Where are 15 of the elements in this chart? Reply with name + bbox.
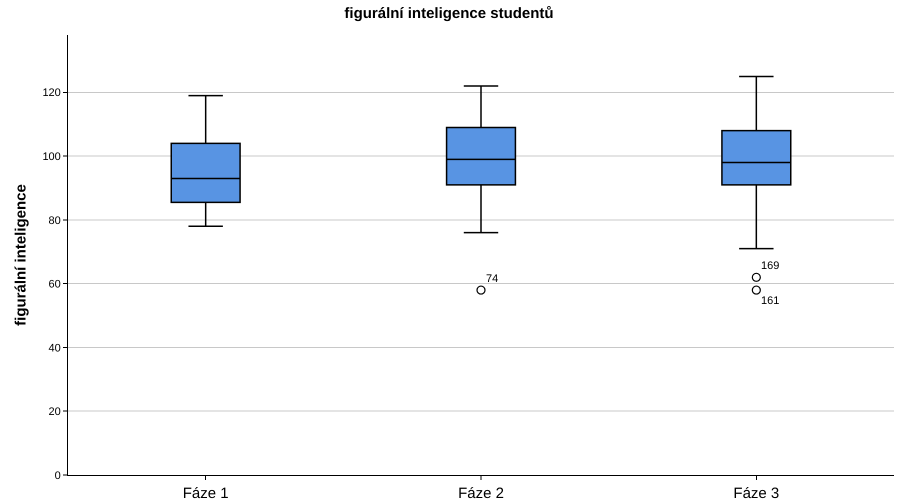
y-tick-label: 0: [54, 470, 61, 482]
y-tick-label: 80: [48, 214, 61, 227]
x-tick-label: Fáze 2: [458, 485, 504, 500]
annotation: 74: [486, 273, 498, 285]
y-tick-label: 20: [48, 406, 61, 418]
annotation: 169: [761, 260, 780, 272]
y-axis-title: figurální inteligence: [12, 184, 30, 326]
x-tick-label: Fáze 3: [733, 485, 780, 500]
y-tick-label: 100: [42, 151, 61, 164]
annotation: 161: [761, 295, 780, 307]
y-tick-label: 120: [42, 87, 61, 100]
x-tick-label: Fáze 1: [182, 485, 229, 500]
y-tick-label: 40: [48, 342, 61, 354]
y-tick-label: 60: [48, 278, 61, 291]
chart-title: figurální inteligence studentů: [344, 5, 554, 22]
